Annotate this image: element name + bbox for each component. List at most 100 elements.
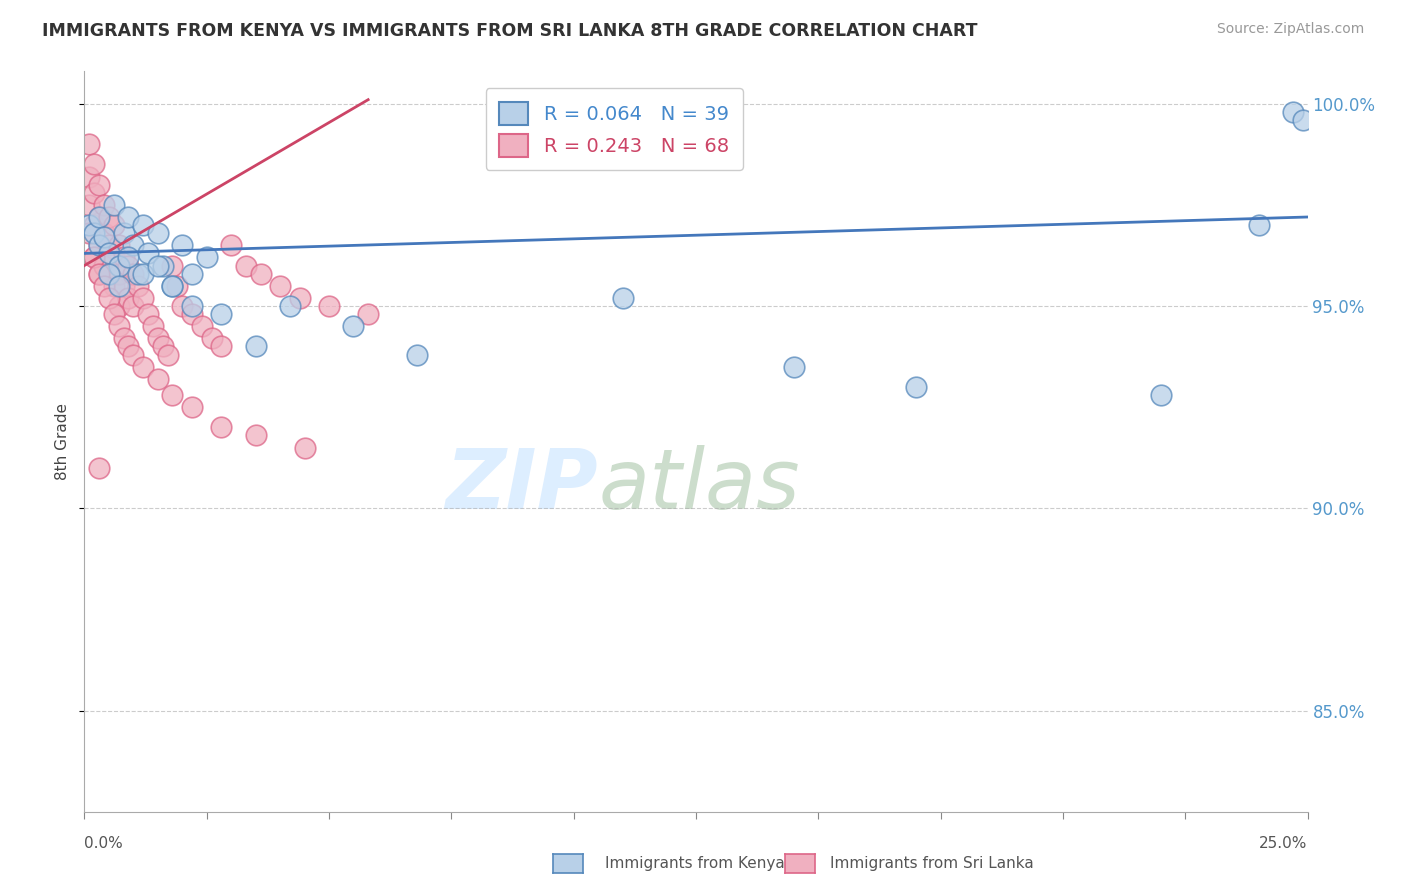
Point	[83, 251, 105, 265]
Y-axis label: 8th Grade: 8th Grade	[55, 403, 70, 480]
Text: 0.0%: 0.0%	[84, 836, 124, 851]
Point	[191, 319, 214, 334]
Point	[357, 307, 380, 321]
Point	[107, 259, 129, 273]
Point	[87, 267, 110, 281]
Point	[83, 218, 105, 232]
Point	[132, 359, 155, 374]
Point	[146, 226, 169, 240]
Point	[181, 299, 204, 313]
Point	[1292, 112, 1315, 127]
Point	[195, 251, 218, 265]
Point	[245, 339, 267, 353]
Text: ZIP: ZIP	[446, 445, 598, 526]
Point	[269, 278, 291, 293]
Point	[122, 347, 145, 361]
Point	[288, 291, 311, 305]
Point	[103, 218, 125, 232]
Point	[93, 259, 115, 273]
Point	[905, 380, 928, 394]
Point	[127, 278, 149, 293]
Point	[117, 210, 139, 224]
Point	[162, 278, 184, 293]
Point	[83, 226, 105, 240]
Point	[132, 267, 155, 281]
Point	[181, 267, 204, 281]
Point	[1150, 388, 1173, 402]
Point	[93, 278, 115, 293]
Point	[146, 331, 169, 345]
Point	[83, 251, 105, 265]
Point	[97, 246, 120, 260]
Point	[612, 291, 634, 305]
Point	[83, 186, 105, 200]
Point	[172, 238, 194, 252]
Point	[152, 339, 174, 353]
Point	[87, 238, 110, 252]
Point	[342, 319, 364, 334]
Point	[117, 291, 139, 305]
Text: IMMIGRANTS FROM KENYA VS IMMIGRANTS FROM SRI LANKA 8TH GRADE CORRELATION CHART: IMMIGRANTS FROM KENYA VS IMMIGRANTS FROM…	[42, 22, 977, 40]
Point	[87, 178, 110, 192]
Point	[156, 347, 179, 361]
Text: 25.0%: 25.0%	[1260, 836, 1308, 851]
Point	[77, 218, 100, 232]
Point	[200, 331, 222, 345]
Point	[162, 259, 184, 273]
Point	[166, 278, 188, 293]
Point	[77, 198, 100, 212]
Point	[162, 388, 184, 402]
Point	[249, 267, 271, 281]
Point	[103, 198, 125, 212]
Point	[136, 246, 159, 260]
Point	[107, 299, 129, 313]
Point	[83, 157, 105, 171]
Point	[1247, 218, 1270, 232]
Point	[235, 259, 257, 273]
Point	[146, 259, 169, 273]
Point	[1282, 104, 1305, 119]
Point	[87, 460, 110, 475]
Point	[87, 267, 110, 281]
Point	[112, 278, 135, 293]
Point	[87, 238, 110, 252]
Point	[181, 307, 204, 321]
Point	[122, 299, 145, 313]
Point	[87, 210, 110, 224]
Legend: R = 0.064   N = 39, R = 0.243   N = 68: R = 0.064 N = 39, R = 0.243 N = 68	[485, 88, 742, 170]
Point	[152, 259, 174, 273]
Point	[93, 226, 115, 240]
Point	[93, 230, 115, 244]
Point	[97, 291, 120, 305]
Point	[103, 307, 125, 321]
Point	[117, 259, 139, 273]
Point	[132, 218, 155, 232]
Point	[209, 339, 232, 353]
Point	[107, 319, 129, 334]
Point	[127, 267, 149, 281]
Point	[162, 278, 184, 293]
Point	[112, 226, 135, 240]
Text: Immigrants from Sri Lanka: Immigrants from Sri Lanka	[830, 856, 1033, 871]
Point	[77, 226, 100, 240]
Point	[245, 428, 267, 442]
Point	[278, 299, 301, 313]
Point	[132, 291, 155, 305]
Text: Immigrants from Kenya: Immigrants from Kenya	[605, 856, 785, 871]
Text: atlas: atlas	[598, 445, 800, 526]
Point	[209, 420, 232, 434]
Point	[103, 251, 125, 265]
Point	[107, 278, 129, 293]
Point	[117, 251, 139, 265]
Point	[209, 307, 232, 321]
Point	[406, 347, 429, 361]
Point	[122, 267, 145, 281]
Point	[77, 169, 100, 184]
Point	[107, 238, 129, 252]
Point	[294, 441, 316, 455]
Point	[783, 359, 806, 374]
Point	[117, 339, 139, 353]
Point	[97, 267, 120, 281]
Point	[87, 210, 110, 224]
Point	[172, 299, 194, 313]
